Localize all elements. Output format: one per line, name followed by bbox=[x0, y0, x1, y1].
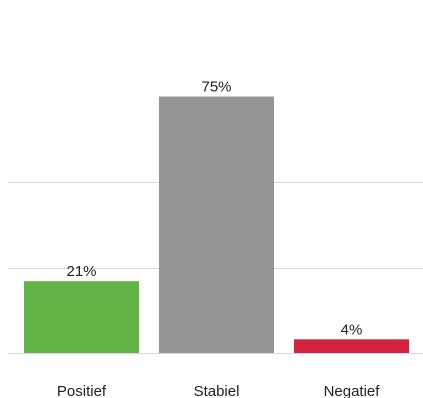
category-labels: Positief Stabiel Negatief bbox=[57, 383, 380, 398]
bars bbox=[24, 96, 409, 353]
data-label-stabiel: 75% bbox=[201, 79, 231, 96]
bar-positief bbox=[24, 281, 139, 353]
data-labels: 21% 75% 4% bbox=[66, 79, 362, 339]
category-label-positief: Positief bbox=[57, 383, 107, 398]
data-label-negatief: 4% bbox=[341, 321, 363, 338]
bar-stabiel bbox=[159, 96, 274, 353]
data-label-positief: 21% bbox=[66, 263, 96, 280]
category-label-negatief: Negatief bbox=[324, 383, 381, 398]
bar-negatief bbox=[294, 339, 409, 353]
category-label-stabiel: Stabiel bbox=[194, 383, 240, 398]
